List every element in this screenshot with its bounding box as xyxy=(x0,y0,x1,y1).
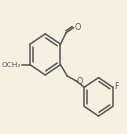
Text: O: O xyxy=(74,23,81,32)
Text: O: O xyxy=(76,77,83,86)
Text: OCH₃: OCH₃ xyxy=(2,62,21,68)
Text: F: F xyxy=(114,82,118,92)
